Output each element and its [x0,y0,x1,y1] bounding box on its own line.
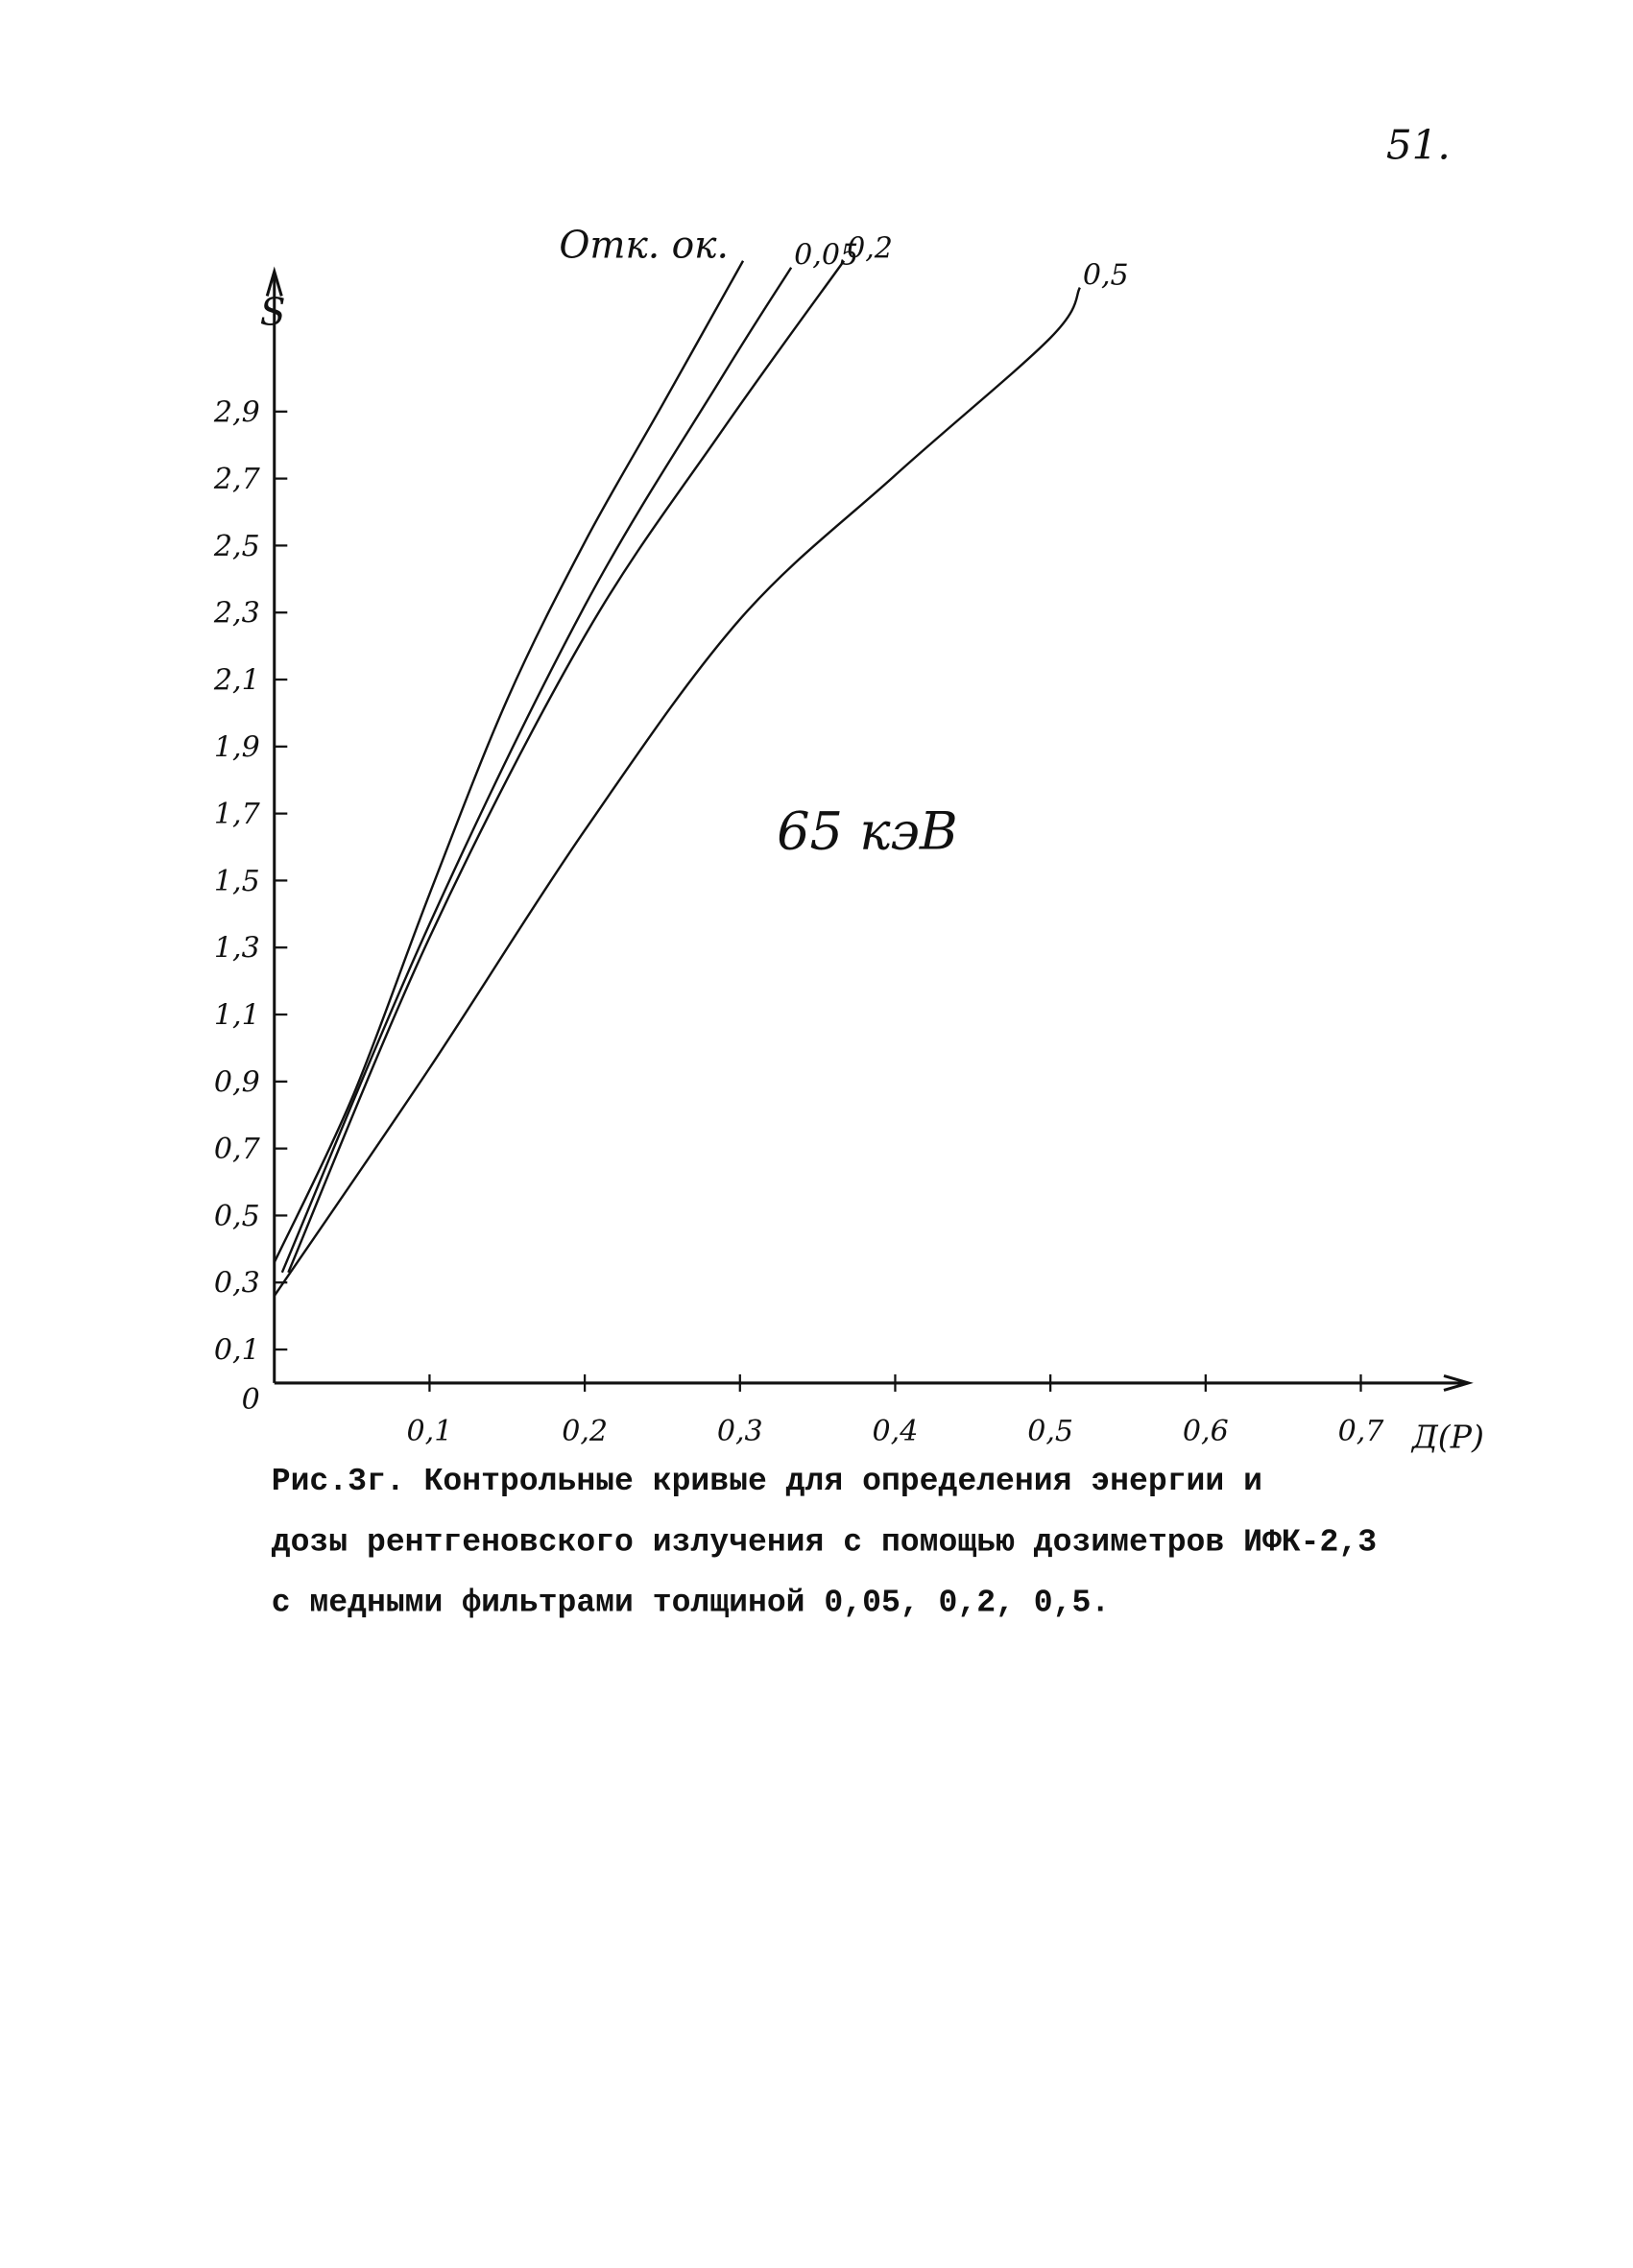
y-arrow [265,266,283,297]
y-tick-label: 0,9 [214,1065,260,1099]
curve [273,260,745,1263]
x-axis-label: Д(Р) [1410,1419,1484,1456]
caption: Рис.3г. Контрольные кривые для определен… [272,1463,1377,1620]
x-tick-label: 0,2 [562,1415,608,1448]
x-tick-label: 0,7 [1338,1415,1385,1448]
caption-line: Рис.3г. Контрольные кривые для определен… [272,1463,1262,1499]
y-tick-label: 1,1 [214,999,260,1033]
x-tick-label: 0,5 [1027,1415,1073,1448]
y-tick-label: 2,9 [213,395,260,429]
x-arrow [1443,1373,1474,1392]
y-tick-label: 2,5 [213,530,260,563]
y-tick-label: 2,3 [213,597,260,631]
x-tick-label: 0,4 [873,1415,919,1448]
caption-line: с медными фильтрами толщиной 0,05, 0,2, … [272,1585,1110,1621]
curve-label: 0,5 [1083,259,1129,293]
curve-label: 0,2 [847,232,893,266]
caption-line: дозы рентгеновского излучения с помощью … [272,1523,1377,1560]
y-tick-label: 2,1 [213,664,260,698]
y-tick-label: 1,9 [214,730,260,764]
y-tick-label: 1,5 [214,865,260,898]
curve [280,267,793,1274]
y-tick-label: 0,3 [214,1267,260,1301]
x-tick-label: 0,3 [717,1415,763,1448]
y-axis-label: S [260,292,286,335]
y-tick-label: 1,7 [214,798,261,831]
y-tick-label: 2,7 [213,463,261,496]
x-tick-label: 0,6 [1183,1415,1229,1448]
curve-label: Отк. ок. [559,225,729,268]
y-tick-label: 0,5 [214,1200,260,1233]
curve-label: 0,05 [794,239,858,273]
y-tick-label: 0 [242,1383,260,1417]
curve [273,287,1081,1297]
page-number: 51. [1386,122,1451,169]
y-tick-label: 0,7 [214,1133,261,1166]
annotation: 65 кэВ [777,800,958,861]
curve [287,260,846,1274]
y-tick-label: 1,3 [214,932,260,966]
y-tick-label: 0,1 [214,1334,260,1368]
x-tick-label: 0,1 [407,1415,453,1448]
